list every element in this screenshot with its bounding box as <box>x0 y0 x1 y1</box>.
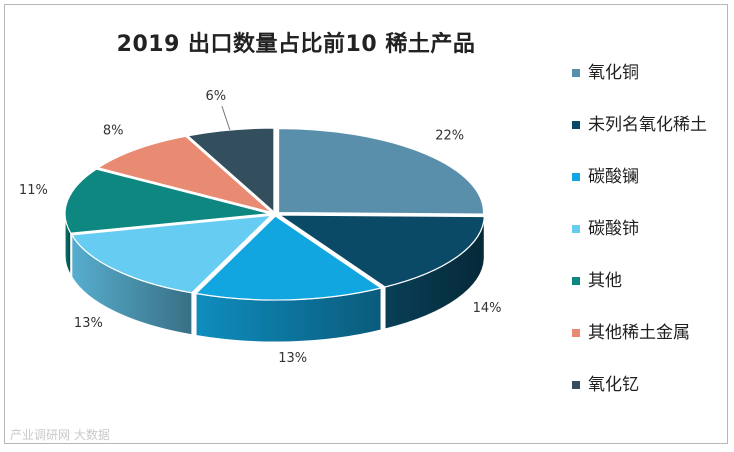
slice-label: 22% <box>435 129 464 144</box>
legend-swatch <box>572 173 580 181</box>
slice-label: 13% <box>278 351 307 366</box>
legend-item: 氧化钇 <box>572 374 717 426</box>
legend-item: 碳酸铈 <box>572 218 717 270</box>
legend: 氧化铜 未列名氧化稀土 碳酸镧 碳酸铈 其他 其他稀土金属 氧化钇 <box>572 62 717 426</box>
slice-label: 11% <box>19 183 48 198</box>
leader-line <box>221 105 231 131</box>
pie-labels: 22% 14% 13% 13% 11% 8% 6% <box>19 89 502 366</box>
chart-title: 2019 出口数量占比前10 稀土产品 <box>116 32 476 57</box>
pie-slice <box>186 127 275 214</box>
legend-swatch <box>572 381 580 389</box>
pie-slice <box>277 127 485 215</box>
pie-slice <box>70 214 273 294</box>
legend-item: 氧化铜 <box>572 62 717 114</box>
legend-item: 其他稀土金属 <box>572 322 717 374</box>
watermark-logo: 产业调研网 大数据 <box>10 428 110 442</box>
slice-label: 8% <box>103 124 124 139</box>
pie-tops <box>64 127 485 301</box>
legend-item: 未列名氧化稀土 <box>572 114 717 166</box>
pie-slice <box>96 135 273 214</box>
pie-sides <box>64 212 485 343</box>
pie-slice <box>64 168 271 234</box>
slice-label: 13% <box>74 316 103 331</box>
slice-label: 6% <box>206 89 227 104</box>
pie-slice <box>194 215 383 301</box>
legend-swatch <box>572 69 580 77</box>
pie-slice <box>277 214 485 288</box>
legend-swatch <box>572 225 580 233</box>
legend-swatch <box>572 277 580 285</box>
legend-item: 碳酸镧 <box>572 166 717 218</box>
legend-item: 其他 <box>572 270 717 322</box>
legend-swatch <box>572 121 580 129</box>
slice-label: 14% <box>473 301 502 316</box>
pie-leaders <box>221 105 231 131</box>
legend-swatch <box>572 329 580 337</box>
